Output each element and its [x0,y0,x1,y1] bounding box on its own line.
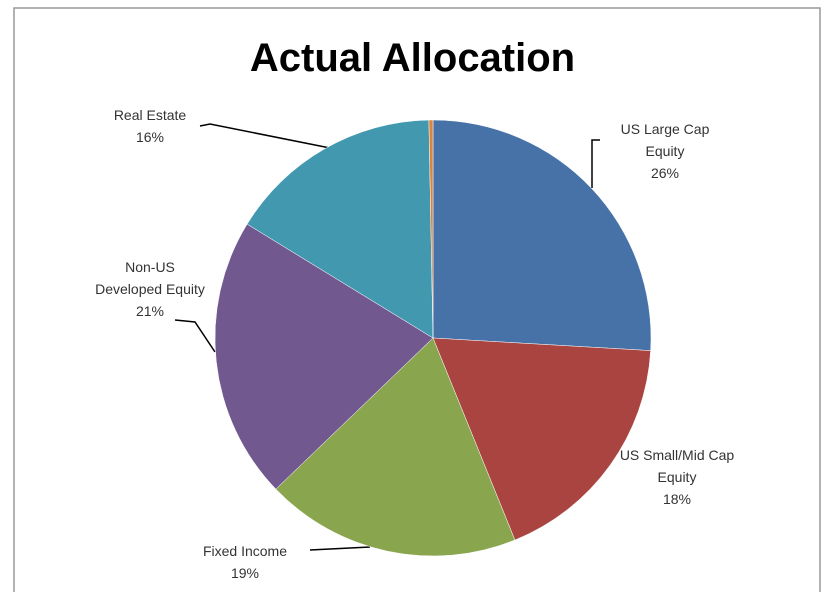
category-label: Non-US Developed Equity [95,259,205,297]
slice-label: Fixed Income 19% [180,540,310,584]
leader-lines [174,123,600,551]
leader-line [199,123,331,149]
pie-slice [432,119,652,351]
pie-slice [214,223,434,490]
value-label: 18% [662,491,692,507]
pie-slice [246,119,434,339]
leader-line [174,319,216,353]
slice-label: Non-US Developed Equity 21% [95,256,205,322]
value-label: 26% [650,165,680,181]
pie-slice [432,337,651,541]
slice-label: Real Estate 16% [90,104,210,148]
leader-line [309,546,371,551]
category-label: US Small/Mid Cap Equity [619,447,735,485]
slice-label: US Large Cap Equity 26% [600,118,730,184]
category-label: Fixed Income [202,543,288,559]
slice-label: US Small/Mid Cap Equity 18% [612,444,742,510]
value-label: 21% [135,303,165,319]
value-label: 16% [135,129,165,145]
pie-slice [428,119,434,339]
leader-line [591,139,600,188]
category-label: US Large Cap Equity [620,121,710,159]
chart-title: Actual Allocation [249,36,576,80]
value-label: 19% [230,565,260,581]
category-label: Real Estate [113,107,187,123]
pie-slice [275,337,516,557]
